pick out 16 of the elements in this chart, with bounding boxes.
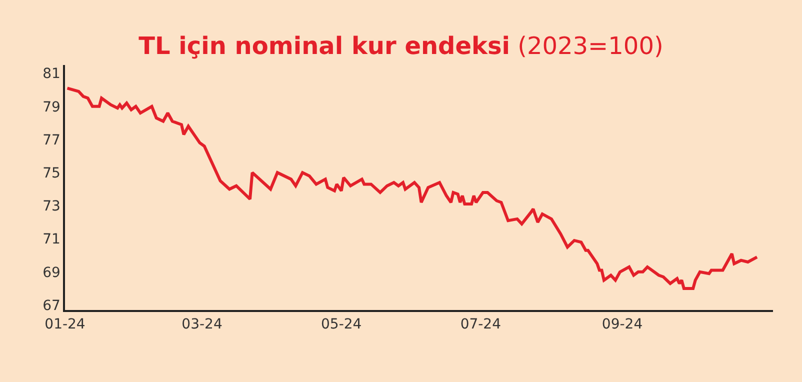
y-tick-label: 69 [42, 264, 60, 281]
y-tick-label: 77 [42, 132, 60, 148]
chart-title: TL için nominal kur endeksi [138, 32, 510, 60]
y-tick-label: 79 [42, 99, 60, 116]
y-tick-label: 67 [42, 298, 60, 314]
line-series [66, 86, 759, 290]
x-tick-label: 01-24 [44, 316, 86, 333]
x-tick-label: 07-24 [460, 316, 502, 333]
x-tick-label: 03-24 [182, 316, 222, 333]
y-tick-label: 73 [42, 198, 60, 215]
y-tick-label: 81 [42, 66, 60, 82]
y-tick-label: 71 [42, 232, 60, 248]
chart-subtitle: (2023=100) [518, 32, 664, 60]
x-tick-label: 09-24 [602, 316, 643, 333]
x-tick-label: 05-24 [321, 316, 362, 333]
y-tick-label: 75 [42, 166, 60, 182]
